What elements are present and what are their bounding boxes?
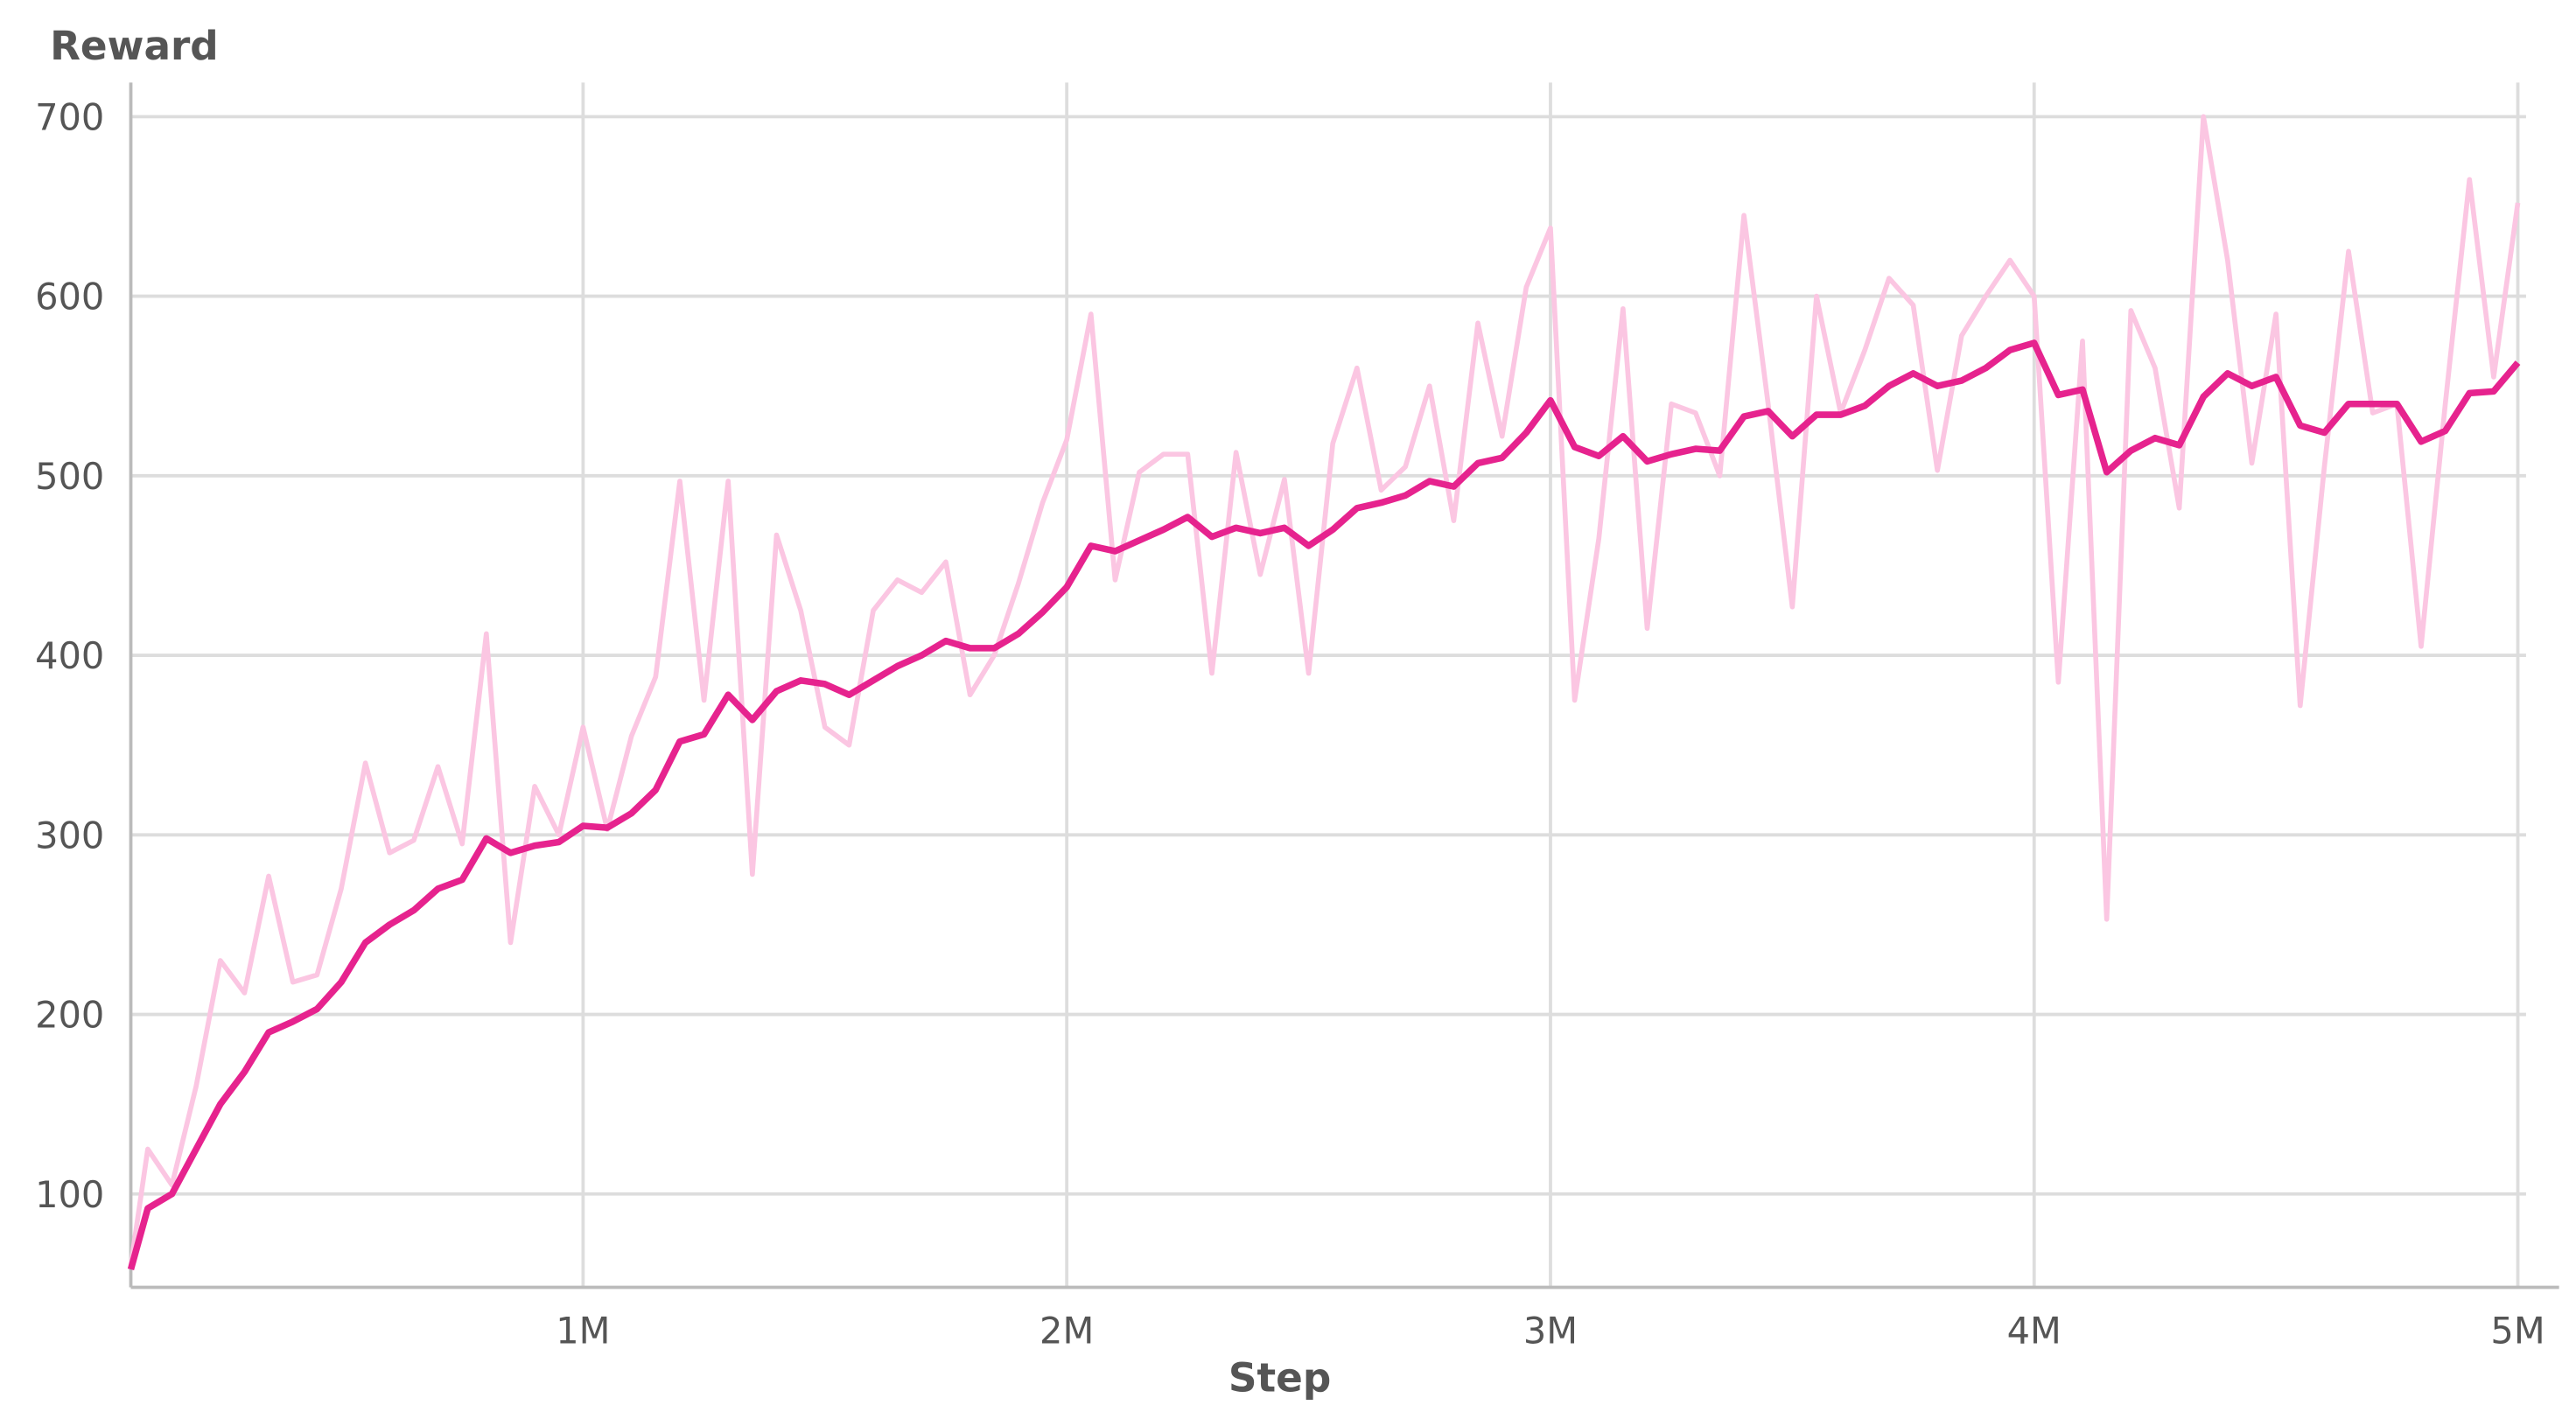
y-tick-label: 300 bbox=[35, 814, 104, 856]
y-tick-label: 600 bbox=[35, 276, 104, 318]
x-tick-label: 3M bbox=[1523, 1310, 1578, 1353]
y-tick-label: 700 bbox=[35, 95, 104, 138]
series-line bbox=[127, 339, 2521, 1271]
y-tick-label: 200 bbox=[35, 994, 104, 1037]
y-tick-label: 100 bbox=[35, 1173, 104, 1216]
x-tick-label: 1M bbox=[556, 1310, 610, 1353]
y-axis-label: Reward bbox=[50, 23, 219, 69]
x-axis-label: Step bbox=[1228, 1354, 1331, 1401]
x-tick-label: 5M bbox=[2490, 1310, 2544, 1353]
y-tick-label: 400 bbox=[35, 634, 104, 677]
y-tick-label: 500 bbox=[35, 455, 104, 498]
x-tick-label: 4M bbox=[2007, 1310, 2062, 1353]
series-line bbox=[128, 114, 2521, 1267]
x-tick-label: 2M bbox=[1040, 1310, 1094, 1353]
